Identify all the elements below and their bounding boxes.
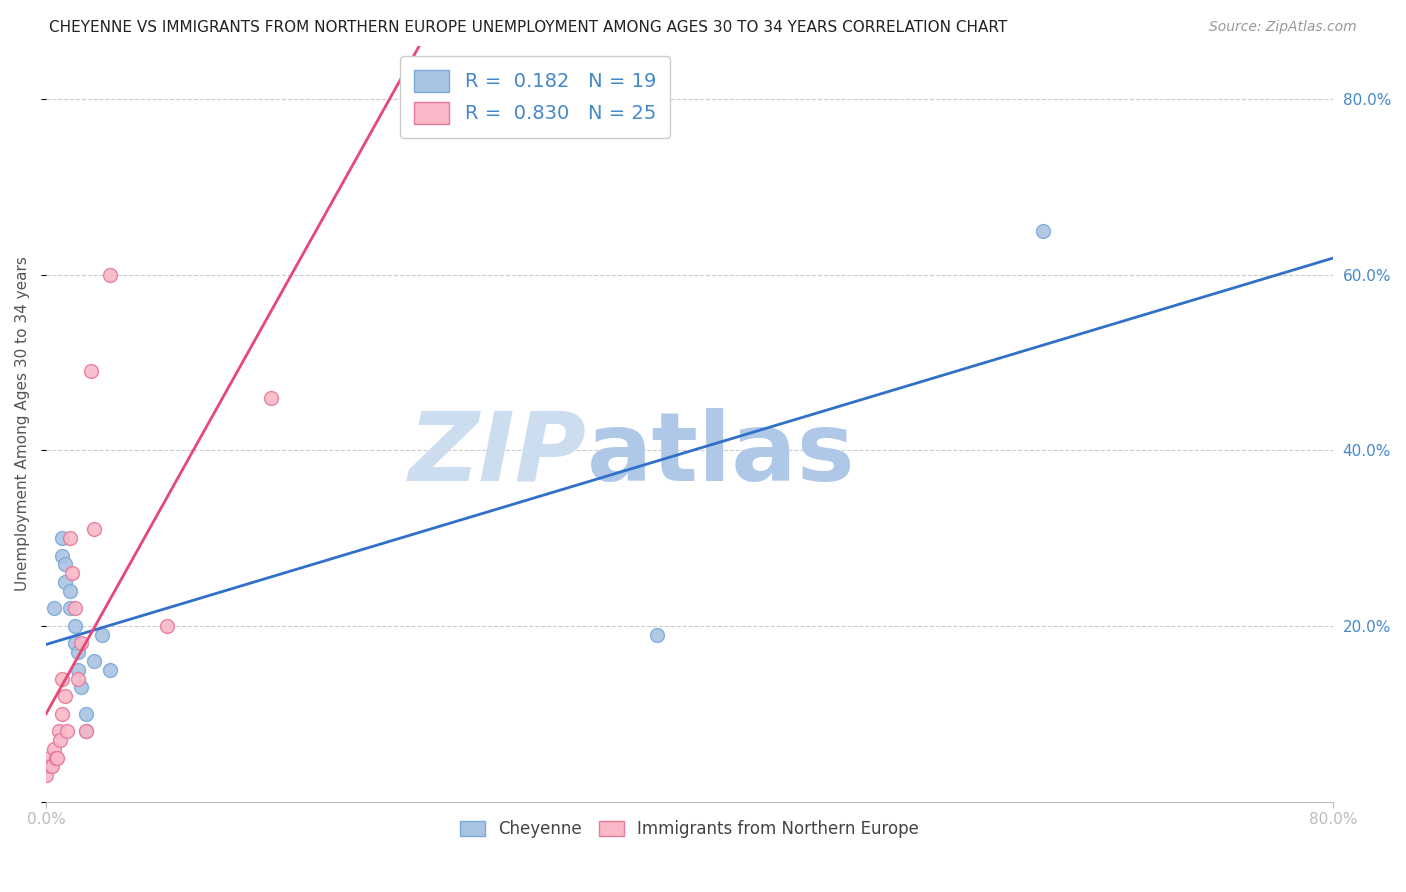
Point <box>260 391 283 405</box>
Point <box>67 645 90 659</box>
Point <box>56 724 79 739</box>
Point <box>53 574 76 589</box>
Point <box>1032 224 1054 238</box>
Point <box>48 724 70 739</box>
Text: Source: ZipAtlas.com: Source: ZipAtlas.com <box>1209 20 1357 34</box>
Point <box>70 636 93 650</box>
Point <box>83 522 105 536</box>
Point <box>98 268 121 282</box>
Point <box>59 601 82 615</box>
Point <box>75 724 97 739</box>
Point <box>42 742 65 756</box>
Point <box>63 619 86 633</box>
Point <box>38 750 60 764</box>
Point <box>80 364 103 378</box>
Point <box>59 583 82 598</box>
Point <box>39 759 62 773</box>
Point <box>45 750 67 764</box>
Point <box>46 750 69 764</box>
Point <box>75 724 97 739</box>
Point <box>53 689 76 703</box>
Point <box>60 566 83 581</box>
Text: ZIP: ZIP <box>409 408 586 500</box>
Point <box>53 558 76 572</box>
Point <box>67 663 90 677</box>
Point <box>645 628 668 642</box>
Point <box>41 759 63 773</box>
Text: CHEYENNE VS IMMIGRANTS FROM NORTHERN EUROPE UNEMPLOYMENT AMONG AGES 30 TO 34 YEA: CHEYENNE VS IMMIGRANTS FROM NORTHERN EUR… <box>49 20 1008 35</box>
Point <box>42 601 65 615</box>
Point <box>75 706 97 721</box>
Point <box>98 663 121 677</box>
Point <box>67 672 90 686</box>
Point <box>91 628 114 642</box>
Point <box>155 619 177 633</box>
Point <box>35 768 58 782</box>
Point <box>63 636 86 650</box>
Point <box>70 681 93 695</box>
Point <box>51 706 73 721</box>
Legend: Cheyenne, Immigrants from Northern Europe: Cheyenne, Immigrants from Northern Europ… <box>451 812 927 847</box>
Point <box>51 531 73 545</box>
Point <box>35 759 58 773</box>
Y-axis label: Unemployment Among Ages 30 to 34 years: Unemployment Among Ages 30 to 34 years <box>15 257 30 591</box>
Point <box>49 733 72 747</box>
Point <box>51 549 73 563</box>
Point <box>83 654 105 668</box>
Text: atlas: atlas <box>586 408 855 500</box>
Point <box>63 601 86 615</box>
Point <box>51 672 73 686</box>
Point <box>59 531 82 545</box>
